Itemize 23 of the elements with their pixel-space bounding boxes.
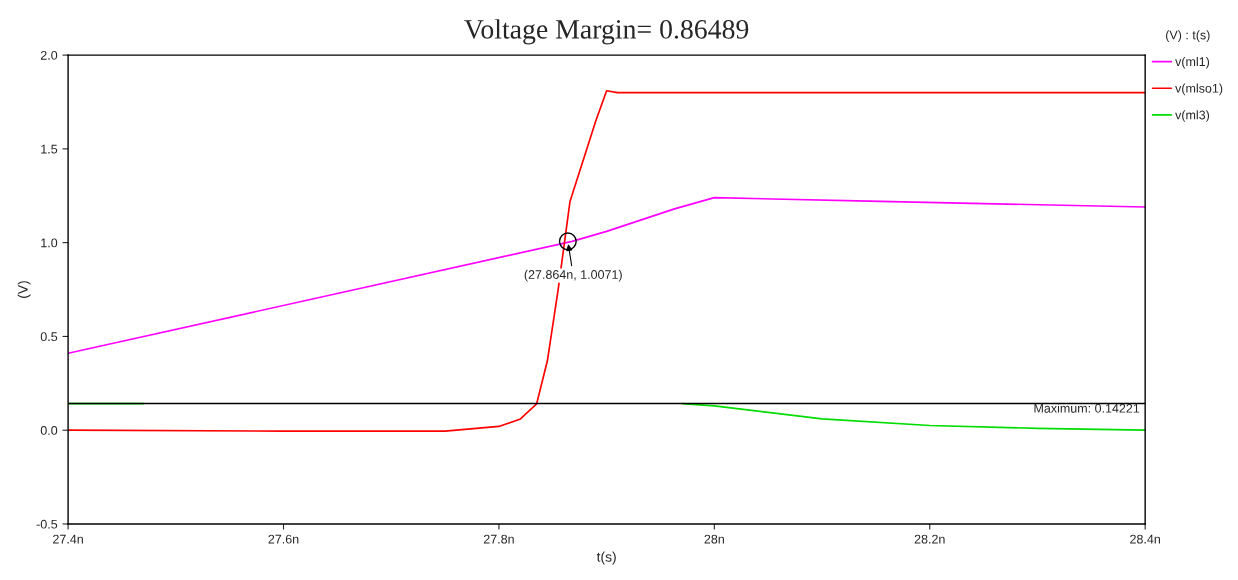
y-tick-label: -0.5 xyxy=(36,519,58,529)
y-axis-title: (V) xyxy=(17,281,31,298)
legend-title: (V) : t(s) xyxy=(1166,30,1210,42)
line-series xyxy=(68,89,1146,432)
x-tick-label: 27.6n xyxy=(268,534,299,544)
legend-label: v(mlso1) xyxy=(1175,83,1223,96)
y-tick-label: 0.5 xyxy=(40,332,58,342)
x-tick-label: 27.4n xyxy=(53,534,83,544)
chart-title: Voltage Margin= 0.86489 xyxy=(464,19,749,45)
x-tick-label: 28n xyxy=(704,534,724,544)
x-axis-title: t(s) xyxy=(596,551,616,565)
ref-line-label: Maximum: 0.14221 xyxy=(1034,403,1140,413)
x-tick-label: 28.4n xyxy=(1130,534,1160,544)
y-tick-label: 0.0 xyxy=(40,426,58,435)
y-tick-label: 1.0 xyxy=(41,238,58,248)
legend-label: v(ml3) xyxy=(1175,110,1210,122)
y-tick-label: 2.0 xyxy=(40,50,58,60)
x-tick-label: 28.2n xyxy=(914,534,945,544)
annotation: (27.864n, 1.0071) xyxy=(524,269,622,282)
legend-label: v(ml1) xyxy=(1175,56,1210,69)
x-tick-label: 27.8n xyxy=(483,534,514,544)
line-series xyxy=(68,196,1146,355)
y-tick-label: 1.5 xyxy=(41,144,58,154)
